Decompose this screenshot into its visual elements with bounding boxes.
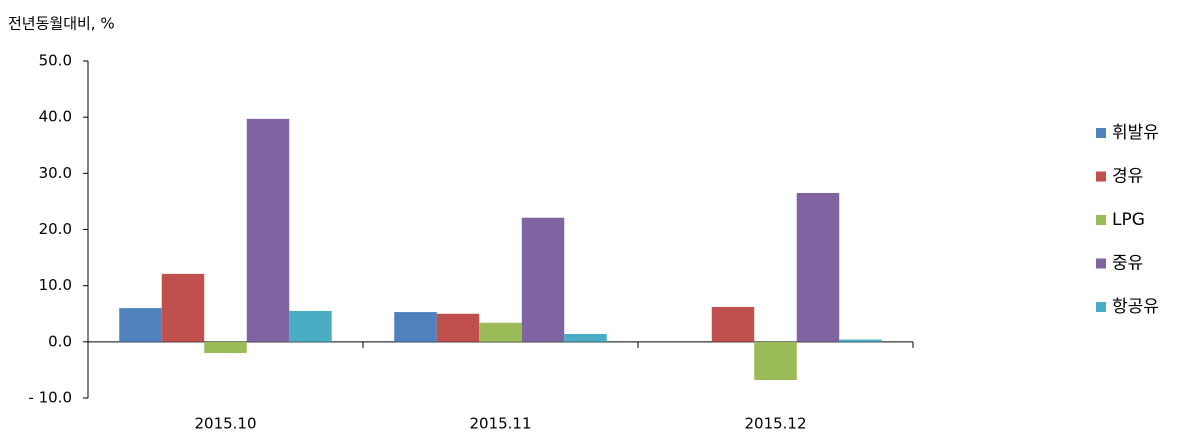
x-tick-label: 2015.10 (194, 415, 256, 433)
y-tick-label: - 10.0 (28, 389, 72, 407)
bar (839, 339, 882, 342)
bar (711, 307, 755, 342)
legend-label: 휘발유 (1112, 123, 1159, 143)
y-tick-label: 20.0 (39, 220, 72, 238)
y-axis-label: 전년동월대비, % (8, 15, 115, 33)
legend-swatch (1096, 302, 1106, 312)
legend-label: 중유 (1112, 254, 1143, 274)
y-tick-label: 0.0 (48, 332, 72, 350)
bar (246, 118, 290, 342)
bar (436, 313, 480, 342)
bar (204, 341, 247, 354)
legend-swatch (1096, 258, 1106, 269)
bar (119, 308, 162, 342)
bar (161, 273, 205, 342)
y-tick-label: 30.0 (39, 164, 72, 182)
x-tick-label: 2015.12 (744, 415, 806, 433)
legend-label: 경유 (1112, 167, 1143, 187)
bar (796, 192, 840, 342)
bar (479, 322, 522, 342)
bar (564, 333, 607, 342)
bar (754, 341, 797, 381)
y-tick-label: 50.0 (39, 52, 72, 70)
legend-swatch (1096, 171, 1106, 182)
bar (289, 310, 332, 342)
legend-swatch (1096, 215, 1106, 225)
legend-swatch (1096, 128, 1106, 138)
x-tick-label: 2015.11 (469, 415, 531, 433)
bar (521, 217, 565, 342)
y-tick-label: 40.0 (39, 108, 72, 126)
legend-label: LPG (1112, 210, 1145, 230)
legend-label: 항공유 (1112, 297, 1159, 317)
y-tick-label: 10.0 (39, 276, 72, 294)
bar (394, 312, 437, 342)
